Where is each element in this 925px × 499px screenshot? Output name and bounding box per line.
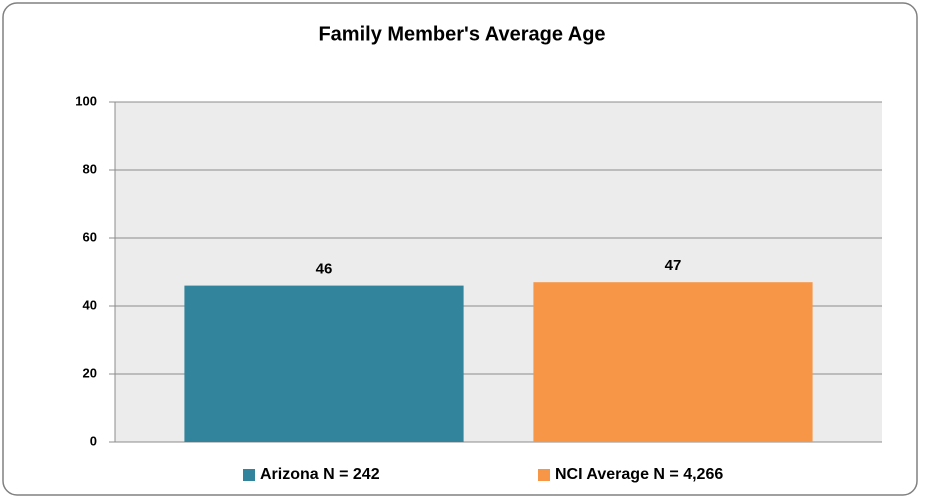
y-tick-label: 80 (83, 161, 97, 176)
legend-swatch (538, 469, 550, 481)
bar (184, 285, 464, 442)
y-tick-label: 100 (75, 93, 97, 108)
chart-title: Family Member's Average Age (318, 23, 605, 45)
data-label: 47 (665, 257, 682, 274)
legend-label: Arizona N = 242 (260, 466, 380, 483)
y-tick-label: 40 (83, 297, 97, 312)
legend-label: NCI Average N = 4,266 (555, 466, 723, 483)
bar (533, 282, 813, 442)
y-tick-label: 0 (90, 433, 97, 448)
data-label: 46 (316, 261, 333, 278)
y-tick-label: 60 (83, 229, 97, 244)
legend-swatch (243, 469, 255, 481)
y-tick-label: 20 (83, 365, 97, 380)
